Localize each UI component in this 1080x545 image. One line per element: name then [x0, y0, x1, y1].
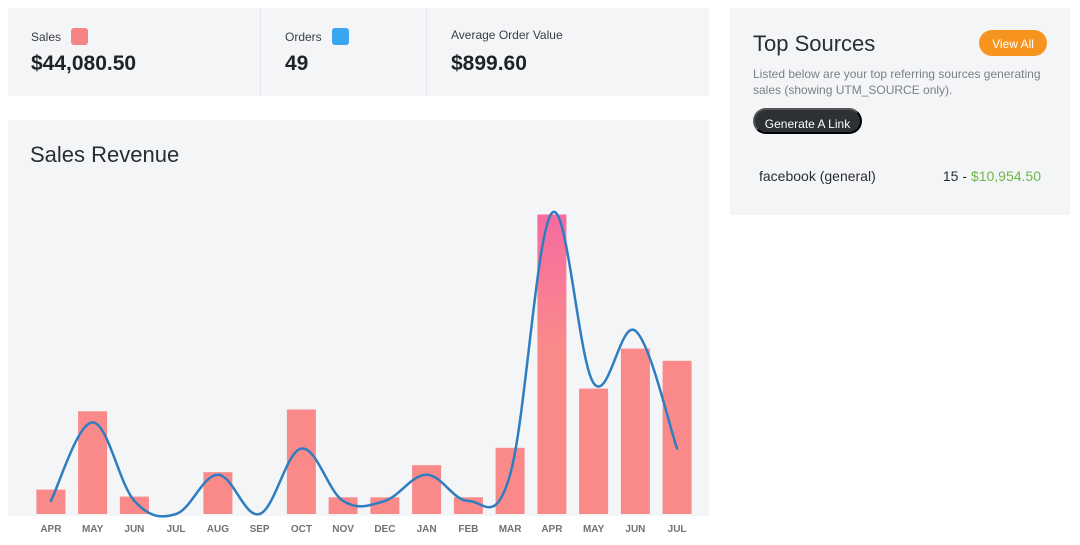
aov-label-row: Average Order Value — [451, 28, 563, 42]
sales-revenue-card: Sales Revenue APR MAY JUN JUL AUG SEP OCT NOV DE… — [8, 120, 709, 535]
x-tick-label-8: DEC — [374, 524, 395, 535]
sales-stat: Sales $44,080.50 — [8, 8, 260, 96]
source-name: facebook (general) — [759, 168, 876, 184]
x-tick-label-11: MAR — [499, 524, 523, 535]
x-tick-label-1: MAY — [82, 524, 104, 535]
top-sources-description: Listed below are your top referring sour… — [753, 67, 1041, 97]
x-tick-label-3: JUL — [167, 524, 186, 535]
sales-legend-swatch[interactable] — [71, 28, 89, 45]
x-tick-label-4: AUG — [207, 524, 229, 535]
x-tick-label-5: SEP — [250, 524, 270, 535]
x-tick-label-7: NOV — [332, 524, 354, 535]
sales-bar-2[interactable] — [119, 496, 149, 514]
aov-label: Average Order Value — [451, 28, 563, 42]
orders-label: Orders — [285, 29, 322, 44]
orders-label-row: Orders — [285, 28, 349, 45]
x-tick-label-14: JUN — [625, 524, 645, 535]
source-stats: 15 - $10,954.50 — [943, 168, 1041, 184]
source-count: 15 — [942, 168, 959, 184]
orders-line[interactable] — [49, 210, 679, 518]
view-all-button[interactable]: View All — [979, 30, 1047, 56]
sales-value: $44,080.50 — [31, 52, 137, 75]
source-amount: $10,954.50 — [970, 168, 1041, 184]
x-tick-label-12: APR — [541, 524, 563, 535]
sales-bar-1[interactable] — [78, 411, 108, 514]
top-sources-title: Top Sources — [753, 31, 876, 56]
chart-title: Sales Revenue — [30, 142, 180, 167]
sales-bar-11[interactable] — [495, 447, 525, 514]
x-tick-label-15: JUL — [668, 524, 687, 535]
orders-value: 49 — [285, 52, 309, 75]
source-separator: - — [958, 168, 971, 184]
aov-value: $899.60 — [451, 52, 527, 75]
top-sources-card: Top Sources View All Listed below are yo… — [730, 8, 1070, 215]
sales-bar-7[interactable] — [328, 497, 358, 514]
x-tick-label-6: OCT — [291, 524, 312, 535]
aov-stat: Average Order Value $899.60 — [426, 8, 710, 96]
sales-bar-15[interactable] — [662, 360, 692, 514]
x-tick-label-9: JAN — [417, 524, 437, 535]
sales-bar-13[interactable] — [579, 388, 609, 514]
x-tick-label-0: APR — [40, 524, 62, 535]
sales-revenue-chart: APR MAY JUN JUL AUG SEP OCT NOV DEC JAN FEB MAR APR M… — [36, 210, 692, 535]
sales-bar-12[interactable] — [537, 214, 567, 515]
orders-legend-swatch[interactable] — [331, 28, 349, 45]
x-tick-label-2: JUN — [124, 524, 144, 535]
x-tick-label-10: FEB — [458, 524, 478, 535]
stats-card: Sales $44,080.50 Orders 49 Average Order… — [8, 8, 709, 96]
sales-label-row: Sales — [31, 28, 89, 45]
generate-link-button[interactable]: Generate A Link — [753, 108, 862, 134]
sales-bar-9[interactable] — [412, 465, 442, 514]
x-tick-label-13: MAY — [583, 524, 605, 535]
sales-bar-14[interactable] — [620, 348, 650, 514]
sales-label: Sales — [31, 29, 62, 44]
sales-bar-8[interactable] — [370, 497, 400, 514]
sales-bar-6[interactable] — [286, 409, 316, 515]
orders-stat: Orders 49 — [260, 8, 427, 96]
